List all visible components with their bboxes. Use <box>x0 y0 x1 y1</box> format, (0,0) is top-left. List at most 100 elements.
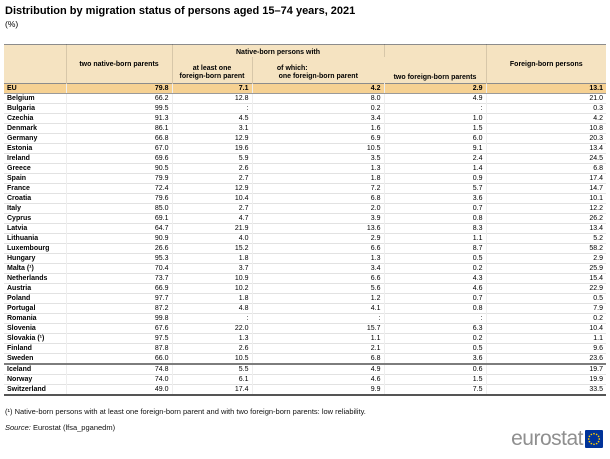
value-cell: 0.5 <box>486 293 607 304</box>
value-cell: 24.5 <box>486 153 607 164</box>
value-cell: 97.7 <box>66 293 173 304</box>
table-row: France 72.4 12.9 7.2 5.7 14.7 <box>4 183 607 194</box>
value-cell: 5.7 <box>384 183 487 194</box>
country-cell: Switzerland <box>4 384 67 396</box>
value-cell: 87.8 <box>66 343 173 354</box>
value-cell: 4.9 <box>384 93 487 104</box>
value-cell: 1.1 <box>486 333 607 344</box>
value-cell: 2.9 <box>384 83 487 94</box>
value-cell: 26.6 <box>66 243 173 254</box>
country-cell: Poland <box>4 293 67 304</box>
value-cell: 1.0 <box>384 113 487 124</box>
value-cell: : <box>252 313 385 324</box>
source-label: Source: <box>5 423 31 432</box>
source-dataset: Eurostat (lfsa_pganedm) <box>32 423 116 432</box>
value-cell: 2.6 <box>172 163 253 174</box>
value-cell: 66.0 <box>66 353 173 364</box>
value-cell: 15.7 <box>252 323 385 334</box>
value-cell: 8.0 <box>252 93 385 104</box>
table-row: Estonia 67.0 19.6 10.5 9.1 13.4 <box>4 143 607 154</box>
value-cell: 0.2 <box>252 103 385 114</box>
country-cell: Denmark <box>4 123 67 134</box>
header-line: at least one <box>192 65 232 72</box>
table-row: Finland 87.8 2.6 2.1 0.5 9.6 <box>4 343 607 354</box>
value-cell: 74.8 <box>66 363 173 375</box>
country-cell: Bulgaria <box>4 103 67 114</box>
page-title: Distribution by migration status of pers… <box>5 5 356 17</box>
value-cell: 17.4 <box>486 173 607 184</box>
value-cell: 3.4 <box>252 263 385 274</box>
value-cell: : <box>384 313 487 324</box>
table-row: Switzerland 49.0 17.4 9.9 7.5 33.5 <box>4 384 607 396</box>
value-cell: : <box>384 103 487 114</box>
value-cell: 3.4 <box>252 113 385 124</box>
table-row: Latvia 64.7 21.9 13.6 8.3 13.4 <box>4 223 607 234</box>
value-cell: 95.3 <box>66 253 173 264</box>
value-cell: 74.0 <box>66 374 173 385</box>
value-cell: 1.6 <box>252 123 385 134</box>
table-row: Cyprus 69.1 4.7 3.9 0.8 26.2 <box>4 213 607 224</box>
value-cell: 4.7 <box>172 213 253 224</box>
value-cell: 90.9 <box>66 233 173 244</box>
value-cell: 87.2 <box>66 303 173 314</box>
value-cell: 10.4 <box>172 193 253 204</box>
value-cell: 6.3 <box>384 323 487 334</box>
country-cell: Luxembourg <box>4 243 67 254</box>
value-cell: 3.6 <box>384 353 487 364</box>
value-cell: 4.0 <box>172 233 253 244</box>
table-row: Portugal 87.2 4.8 4.1 0.8 7.9 <box>4 303 607 314</box>
value-cell: 1.3 <box>172 333 253 344</box>
value-cell: 70.4 <box>66 263 173 274</box>
table-row: Iceland 74.8 5.5 4.9 0.6 19.7 <box>4 363 607 375</box>
value-cell: 8.7 <box>384 243 487 254</box>
value-cell: 1.3 <box>252 253 385 264</box>
value-cell: 0.2 <box>384 333 487 344</box>
value-cell: 17.4 <box>172 384 253 396</box>
value-cell: 79.6 <box>66 193 173 204</box>
value-cell: 69.6 <box>66 153 173 164</box>
country-cell: Estonia <box>4 143 67 154</box>
value-cell: 1.8 <box>172 293 253 304</box>
value-cell: 19.9 <box>486 374 607 385</box>
country-cell: Hungary <box>4 253 67 264</box>
value-cell: 4.2 <box>486 113 607 124</box>
value-cell: 97.5 <box>66 333 173 344</box>
value-cell: 4.3 <box>384 273 487 284</box>
value-cell: 6.8 <box>252 353 385 364</box>
value-cell: 3.9 <box>252 213 385 224</box>
value-cell: 0.5 <box>384 343 487 354</box>
value-cell: 10.8 <box>486 123 607 134</box>
value-cell: 2.7 <box>172 173 253 184</box>
value-cell: 1.5 <box>384 374 487 385</box>
value-cell: 6.8 <box>252 193 385 204</box>
table-row: Hungary 95.3 1.8 1.3 0.5 2.9 <box>4 253 607 264</box>
table-row: EU 79.8 7.1 4.2 2.9 13.1 <box>4 83 607 94</box>
value-cell: 79.8 <box>66 83 173 94</box>
value-cell: 99.5 <box>66 103 173 114</box>
table-row: Czechia 91.3 4.5 3.4 1.0 4.2 <box>4 113 607 124</box>
value-cell: 4.9 <box>252 363 385 375</box>
country-cell: Iceland <box>4 363 67 375</box>
value-cell: 33.5 <box>486 384 607 396</box>
value-cell: 9.6 <box>486 343 607 354</box>
country-cell: Portugal <box>4 303 67 314</box>
value-cell: 14.7 <box>486 183 607 194</box>
value-cell: 4.8 <box>172 303 253 314</box>
value-cell: 2.9 <box>486 253 607 264</box>
country-cell: Sweden <box>4 353 67 364</box>
country-cell: Croatia <box>4 193 67 204</box>
value-cell: 25.9 <box>486 263 607 274</box>
value-cell: 2.0 <box>252 203 385 214</box>
source-line: Source: Eurostat (lfsa_pganedm) <box>5 423 115 432</box>
eu-flag-icon <box>585 429 603 448</box>
value-cell: 21.0 <box>486 93 607 104</box>
country-cell: EU <box>4 83 67 94</box>
value-cell: 6.0 <box>384 133 487 144</box>
country-cell: Spain <box>4 173 67 184</box>
value-cell: 90.5 <box>66 163 173 174</box>
value-cell: 67.0 <box>66 143 173 154</box>
country-cell: Czechia <box>4 113 67 124</box>
unit-label: (%) <box>5 19 19 29</box>
header-foreign-born-persons: Foreign-born persons <box>486 44 607 84</box>
